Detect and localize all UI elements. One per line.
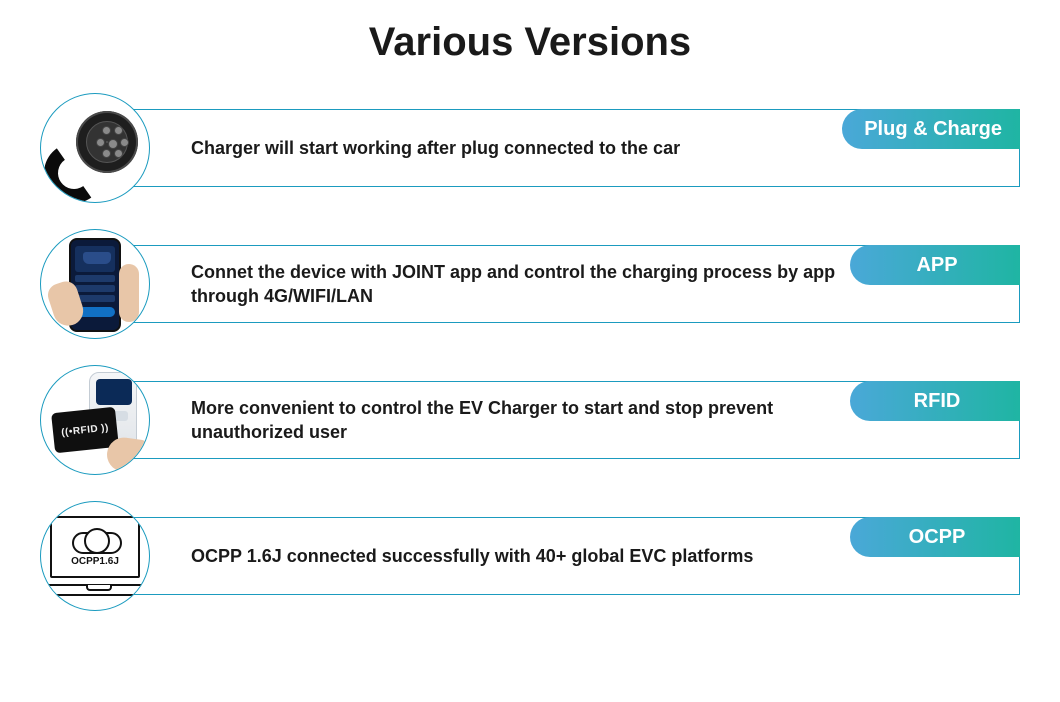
page-title: Various Versions — [40, 20, 1020, 65]
version-list: Charger will start working after plug co… — [40, 93, 1020, 611]
version-row: Charger will start working after plug co… — [40, 93, 1020, 203]
row-tag: OCPP — [850, 517, 1020, 557]
row-bar: OCPP 1.6J connected successfully with 40… — [95, 517, 1020, 595]
row-icon-circle: ((•RFID)) — [40, 365, 150, 475]
version-row: OCPP 1.6J connected successfully with 40… — [40, 501, 1020, 611]
row-description: Connet the device with JOINT app and con… — [191, 260, 839, 309]
row-description: More convenient to control the EV Charge… — [191, 396, 839, 445]
row-icon-circle — [40, 93, 150, 203]
row-tag: Plug & Charge — [842, 109, 1020, 149]
ocpp-laptop-icon: OCPP1.6J — [42, 516, 148, 596]
row-bar: Charger will start working after plug co… — [95, 109, 1020, 187]
cloud-label: OCPP1.6J — [71, 556, 119, 567]
row-description: Charger will start working after plug co… — [191, 136, 680, 160]
version-row: Connet the device with JOINT app and con… — [40, 229, 1020, 339]
row-bar: More convenient to control the EV Charge… — [95, 381, 1020, 459]
row-tag: APP — [850, 245, 1020, 285]
row-tag: RFID — [850, 381, 1020, 421]
row-bar: Connet the device with JOINT app and con… — [95, 245, 1020, 323]
rfid-card-icon: ((•RFID)) — [45, 370, 145, 470]
row-description: OCPP 1.6J connected successfully with 40… — [191, 544, 753, 568]
version-row: More convenient to control the EV Charge… — [40, 365, 1020, 475]
row-icon-circle — [40, 229, 150, 339]
ev-plug-icon — [50, 103, 140, 193]
row-icon-circle: OCPP1.6J — [40, 501, 150, 611]
phone-app-icon — [45, 234, 145, 334]
